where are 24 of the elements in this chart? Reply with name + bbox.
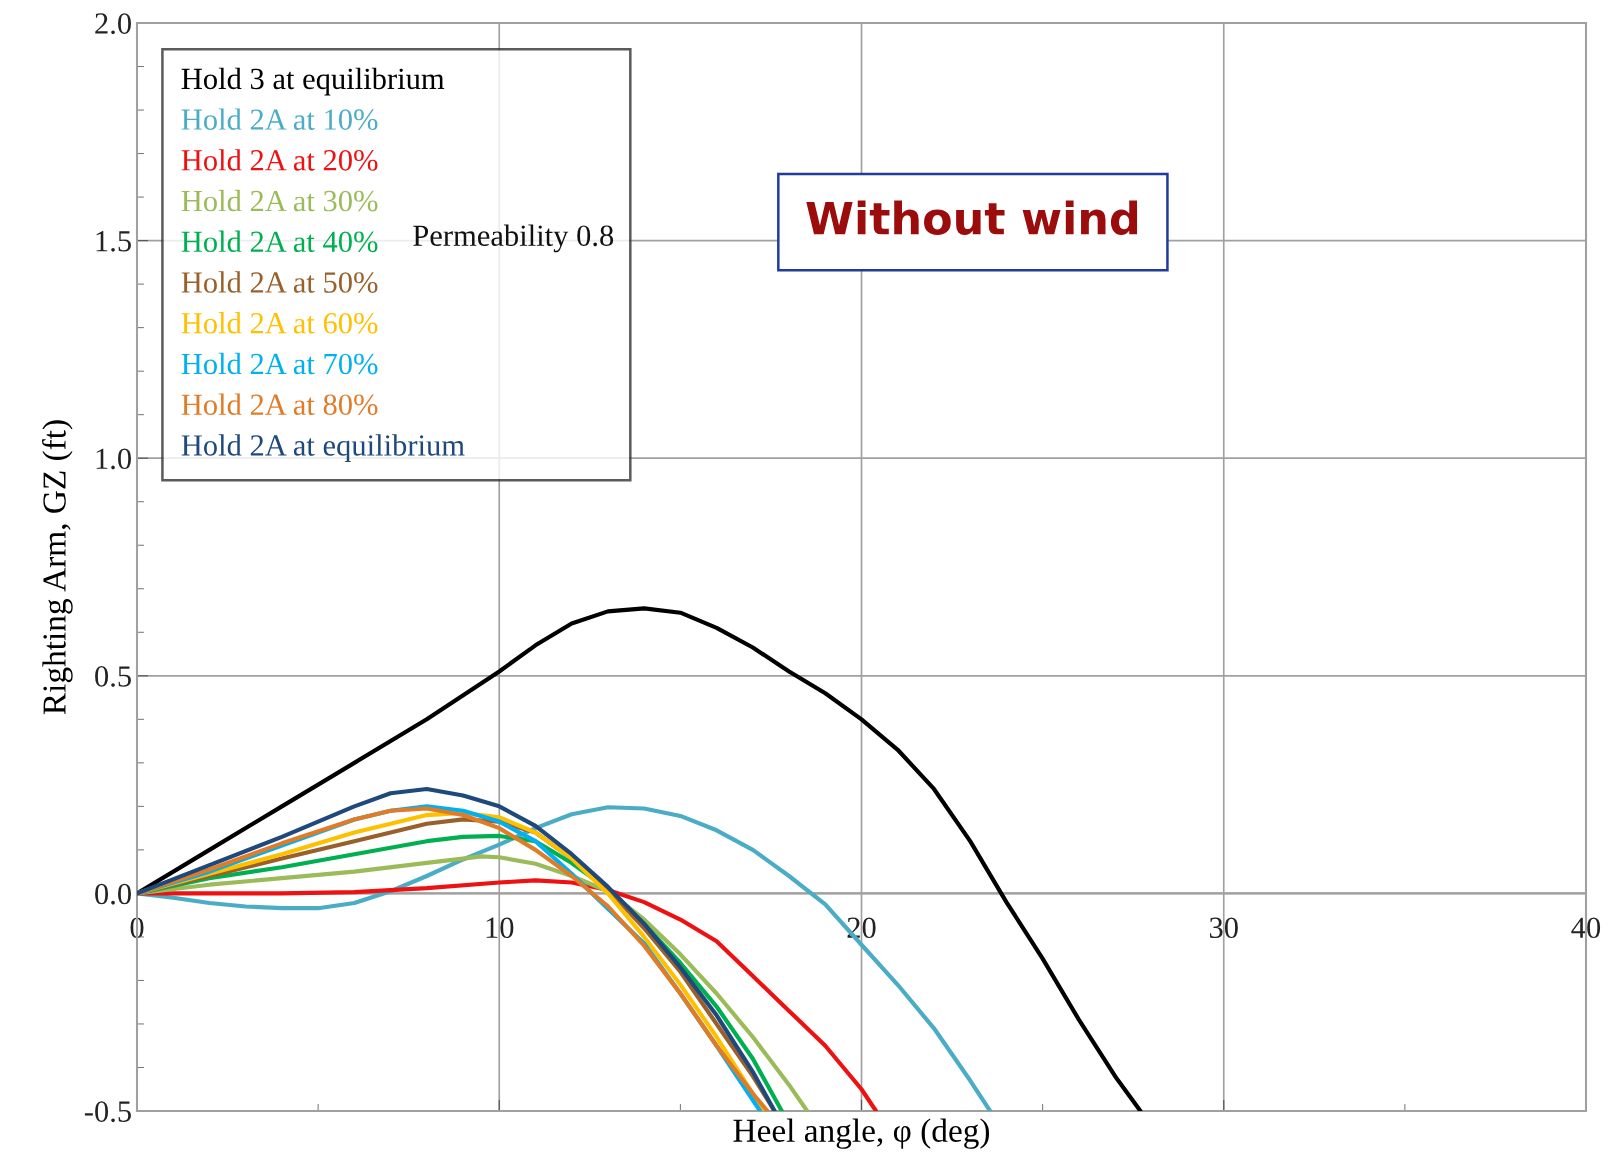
text: Hold 2A at 60% [181,312,378,334]
text: Hold 2A at 40% [181,230,378,253]
y-tick-label: -0.5 [84,1101,131,1123]
text: Hold 3 at equilibrium [181,67,445,96]
x-tick-label: 0 [130,917,144,939]
x-tick-label: 10 [486,917,514,939]
y-tick-label: 1.0 [96,448,131,470]
text: Hold 2A at 50% [181,271,378,293]
text: Hold 2A at 70% [181,352,378,375]
annotation: Without wind [806,200,1138,235]
text: Hold 2A at equilibrium [181,434,465,462]
y-tick-label: 1.5 [96,231,131,252]
y-tick-label: 0.5 [95,666,131,687]
y-axis-title: Righting Arm, GZ (ft) [42,420,73,715]
x-axis-title: Heel angle, φ (deg) [733,1118,990,1149]
text: Hold 2A at 10% [181,108,378,131]
y-tick-label: 2.0 [95,13,131,35]
x-tick-label: 40 [1571,917,1601,939]
text: Hold 2A at 30% [181,189,378,212]
text: Hold 2A at 80% [181,393,378,416]
text: Hold 2A at 20% [181,149,378,171]
y-tick-label: 0.0 [95,883,131,905]
annotation: Permeability 0.8 [413,224,614,253]
x-tick-label: 30 [1209,917,1238,939]
